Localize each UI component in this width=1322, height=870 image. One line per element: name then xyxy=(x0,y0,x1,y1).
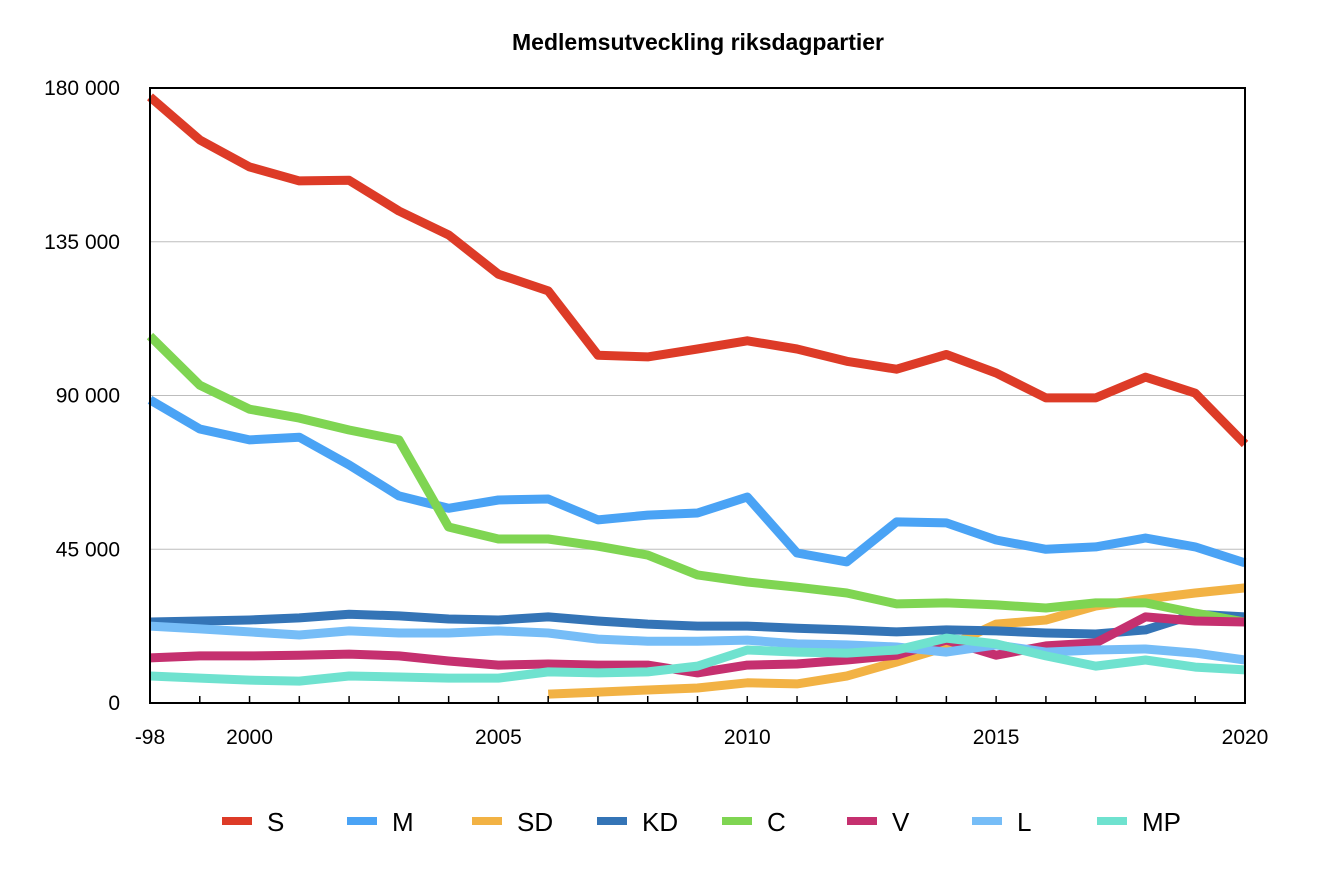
tick-labels: 0 45 000 90 000 135 000 180 000 -98 2000 2005 20… xyxy=(44,77,1268,749)
legend-label-sd: SD xyxy=(517,807,553,837)
y-tick-label: 90 000 xyxy=(56,385,120,408)
legend-label-s: S xyxy=(267,807,284,837)
series-line-l xyxy=(149,621,1246,665)
y-tick-label: 0 xyxy=(108,692,120,715)
series-line-v xyxy=(149,612,1246,678)
y-tick-label: 135 000 xyxy=(44,231,120,254)
legend: S M SD KD C V L MP xyxy=(222,807,1181,837)
x-tick-label: 2020 xyxy=(1222,726,1269,749)
legend-label-kd: KD xyxy=(642,807,678,837)
y-tick-label: 45 000 xyxy=(56,538,120,561)
x-tick-label: 2015 xyxy=(973,726,1020,749)
series-line-c xyxy=(146,332,1246,627)
legend-label-l: L xyxy=(1017,807,1031,837)
series-line-m xyxy=(147,396,1247,568)
x-tick-label: 2000 xyxy=(226,726,273,749)
axes xyxy=(149,87,1246,704)
legend-label-mp: MP xyxy=(1142,807,1181,837)
x-tick-label: -98 xyxy=(135,726,165,749)
series-line-s xyxy=(147,93,1249,448)
x-tick-label: 2005 xyxy=(475,726,522,749)
series-line-mp xyxy=(149,633,1246,686)
legend-label-v: V xyxy=(892,807,910,837)
gridlines xyxy=(150,87,1245,550)
legend-label-c: C xyxy=(767,807,786,837)
legend-label-m: M xyxy=(392,807,414,837)
x-tick-label: 2010 xyxy=(724,726,771,749)
series-lines xyxy=(146,93,1249,699)
series-line-kd xyxy=(149,609,1246,639)
chart-title: Medlemsutveckling riksdagpartier xyxy=(512,29,884,55)
y-tick-label: 180 000 xyxy=(44,77,120,100)
